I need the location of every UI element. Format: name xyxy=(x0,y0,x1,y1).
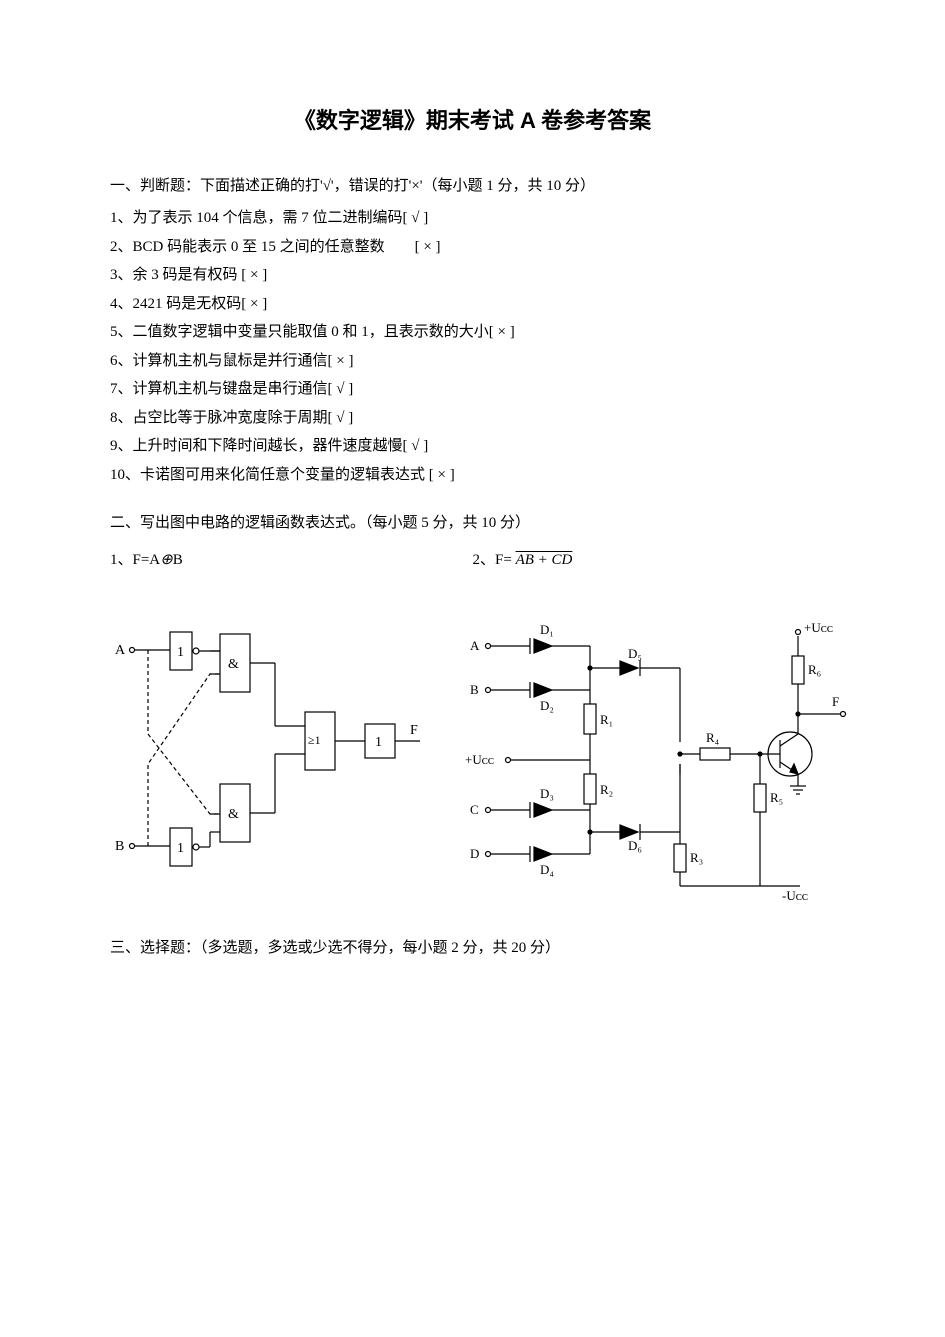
svg-text:R₂: R₂ xyxy=(600,782,613,797)
diagram-1: A 1 B xyxy=(110,614,430,904)
page-title: 《数字逻辑》期末考试 A 卷参考答案 xyxy=(110,100,835,142)
s1-item-6: 6、计算机主机与鼠标是并行通信[ × ] xyxy=(110,347,835,376)
ans1-symbol: ⊕ xyxy=(160,552,173,568)
ans1-prefix: 1、F=A xyxy=(110,552,160,568)
s1-item-2: 2、BCD 码能表示 0 至 15 之间的任意整数 [ × ] xyxy=(110,233,835,262)
svg-text:C: C xyxy=(470,802,479,817)
section-3: 三、选择题：（多选题，多选或少选不得分，每小题 2 分，共 20 分） xyxy=(110,934,835,963)
section1-header: 一、判断题：下面描述正确的打'√'，错误的打'×'（每小题 1 分，共 10 分… xyxy=(110,172,835,201)
svg-text:R₅: R₅ xyxy=(770,790,783,805)
svg-text:&: & xyxy=(228,657,239,672)
svg-text:B: B xyxy=(470,682,479,697)
svg-text:D₄: D₄ xyxy=(540,862,554,877)
svg-text:R₄: R₄ xyxy=(706,730,720,745)
svg-text:≥1: ≥1 xyxy=(308,733,321,747)
svg-text:1: 1 xyxy=(177,645,184,660)
svg-text:-Uᴄᴄ: -Uᴄᴄ xyxy=(782,888,808,903)
svg-text:R₁: R₁ xyxy=(600,712,613,727)
s1-item-9: 9、上升时间和下降时间越长，器件速度越慢[ √ ] xyxy=(110,432,835,461)
s1-item-5: 5、二值数字逻辑中变量只能取值 0 和 1，且表示数的大小[ × ] xyxy=(110,318,835,347)
s1-item-3: 3、余 3 码是有权码 [ × ] xyxy=(110,261,835,290)
dtl-circuit-svg: +Uᴄᴄ A B C D D₁ xyxy=(460,614,860,904)
svg-text:1: 1 xyxy=(177,841,184,856)
svg-text:D₆: D₆ xyxy=(628,838,642,853)
answer-1: 1、F=A⊕B xyxy=(110,546,473,575)
svg-text:&: & xyxy=(228,807,239,822)
answer-2: 2、F= AB + CD xyxy=(473,546,836,575)
diagrams-row: A 1 B xyxy=(110,614,835,904)
section-1: 一、判断题：下面描述正确的打'√'，错误的打'×'（每小题 1 分，共 10 分… xyxy=(110,172,835,490)
svg-text:+Uᴄᴄ: +Uᴄᴄ xyxy=(804,620,833,635)
s1-item-7: 7、计算机主机与键盘是串行通信[ √ ] xyxy=(110,375,835,404)
svg-text:D₁: D₁ xyxy=(540,622,554,637)
section2-header: 二、写出图中电路的逻辑函数表达式。（每小题 5 分，共 10 分） xyxy=(110,509,835,538)
ans1-suffix: B xyxy=(173,552,183,568)
section2-answers: 1、F=A⊕B 2、F= AB + CD xyxy=(110,546,835,575)
svg-text:F: F xyxy=(832,694,839,709)
svg-text:R₆: R₆ xyxy=(808,662,821,677)
section3-header: 三、选择题：（多选题，多选或少选不得分，每小题 2 分，共 20 分） xyxy=(110,934,835,963)
svg-text:D: D xyxy=(470,846,479,861)
svg-text:D₃: D₃ xyxy=(540,786,554,801)
diagram-2: +Uᴄᴄ A B C D D₁ xyxy=(460,614,860,904)
svg-text:+Uᴄᴄ: +Uᴄᴄ xyxy=(465,752,494,767)
svg-text:1: 1 xyxy=(375,735,382,750)
logic-circuit-svg: A 1 B xyxy=(110,614,430,894)
svg-text:D₂: D₂ xyxy=(540,698,554,713)
ans2-overline: AB + CD xyxy=(516,552,573,568)
svg-text:R₃: R₃ xyxy=(690,850,703,865)
s1-item-8: 8、占空比等于脉冲宽度除于周期[ √ ] xyxy=(110,404,835,433)
s1-item-10: 10、卡诺图可用来化简任意个变量的逻辑表达式 [ × ] xyxy=(110,461,835,490)
svg-text:A: A xyxy=(470,638,480,653)
s1-item-1: 1、为了表示 104 个信息，需 7 位二进制编码[ √ ] xyxy=(110,204,835,233)
section-2: 二、写出图中电路的逻辑函数表达式。（每小题 5 分，共 10 分） 1、F=A⊕… xyxy=(110,509,835,904)
s1-item-4: 4、2421 码是无权码[ × ] xyxy=(110,290,835,319)
ans2-prefix: 2、F= xyxy=(473,552,516,568)
svg-text:D₅: D₅ xyxy=(628,646,642,661)
svg-text:B: B xyxy=(115,839,124,854)
svg-text:A: A xyxy=(115,643,126,658)
svg-text:F: F xyxy=(410,723,418,738)
